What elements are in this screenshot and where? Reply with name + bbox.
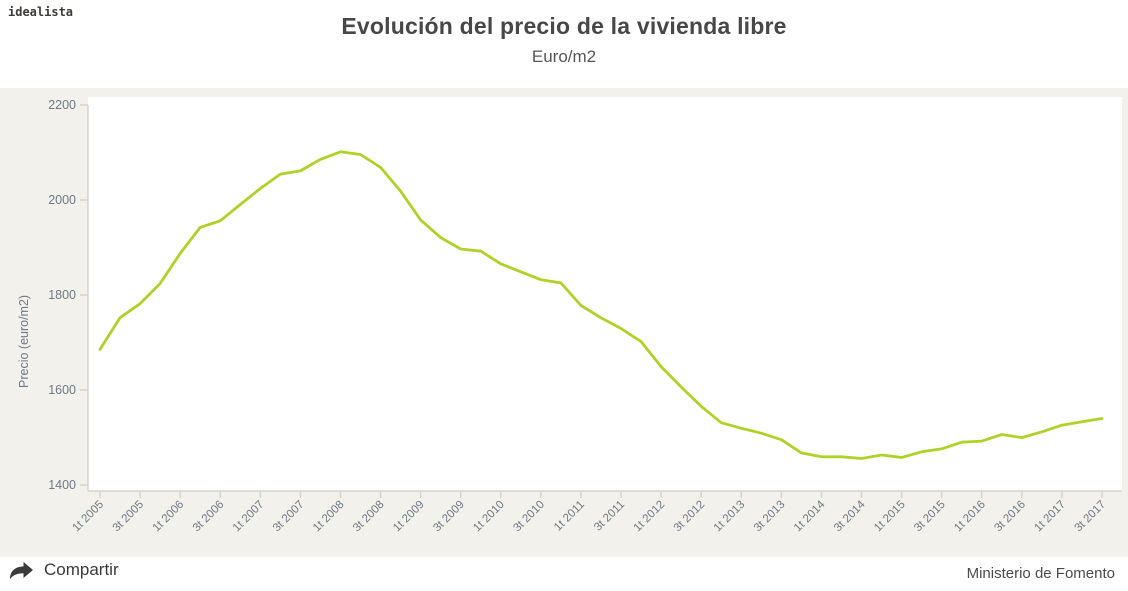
x-tick-label: 1t 2013 xyxy=(712,499,748,535)
x-tick-label: 1t 2015 xyxy=(872,499,908,535)
share-arrow-icon xyxy=(8,561,35,580)
chart-header: Evolución del precio de la vivienda libr… xyxy=(0,13,1128,67)
page-title: Evolución del precio de la vivienda libr… xyxy=(341,13,787,39)
y-tick-label: 1600 xyxy=(48,383,76,397)
x-tick-label: 3t 2014 xyxy=(832,498,868,534)
x-tick-label: 1t 2017 xyxy=(1032,499,1068,535)
x-tick-label: 1t 2014 xyxy=(792,498,828,534)
page-subtitle: Euro/m2 xyxy=(531,47,597,66)
price-line[interactable] xyxy=(98,150,1104,460)
x-tick-label: 1t 2007 xyxy=(231,499,267,535)
x-tick-label: 3t 2013 xyxy=(752,499,788,535)
chart-area: 1400 1600 1800 2000 2200 1t 2005 3t 2005 1t 200… xyxy=(0,88,1128,557)
y-axis-title: Precio (euro/m2) xyxy=(17,295,31,388)
x-tick-label: 3t 2015 xyxy=(912,499,948,535)
footer: Compartir Ministerio de Fomento xyxy=(0,557,1128,591)
y-tick-label: 2200 xyxy=(48,98,76,112)
x-tick-label: 3t 2016 xyxy=(992,499,1028,535)
x-tick-label: 3t 2008 xyxy=(351,499,387,535)
data-source-label: Ministerio de Fomento xyxy=(966,565,1115,582)
x-tick-label: 3t 2012 xyxy=(672,499,708,535)
y-tick-label: 2000 xyxy=(48,193,76,207)
idealista-logo: idealista xyxy=(8,5,74,19)
x-tick-label: 1t 2005 xyxy=(71,499,107,535)
x-tick-label: 3t 2017 xyxy=(1073,499,1109,535)
x-tick-label: 3t 2005 xyxy=(111,499,147,535)
x-tick-label: 1t 2016 xyxy=(952,499,988,535)
x-tick-label: 1t 2011 xyxy=(552,499,587,534)
y-tick-label: 1400 xyxy=(48,478,76,492)
x-tick-label: 3t 2007 xyxy=(271,499,307,535)
x-tick-label: 1t 2010 xyxy=(471,499,507,535)
share-button[interactable]: Compartir xyxy=(8,560,119,580)
y-tick-label: 1800 xyxy=(48,288,76,302)
share-label: Compartir xyxy=(44,560,119,579)
x-tick-label: 3t 2009 xyxy=(431,499,467,535)
x-tick-label: 1t 2008 xyxy=(311,499,347,535)
x-tick-label: 1t 2006 xyxy=(151,499,187,535)
x-tick-label: 1t 2009 xyxy=(391,499,427,535)
plot-background xyxy=(88,97,1122,491)
x-tick-label: 3t 2010 xyxy=(511,499,547,535)
x-tick-label: 3t 2011 xyxy=(592,499,627,534)
x-tick-label: 1t 2012 xyxy=(632,499,668,535)
x-tick-label: 3t 2006 xyxy=(191,499,227,535)
